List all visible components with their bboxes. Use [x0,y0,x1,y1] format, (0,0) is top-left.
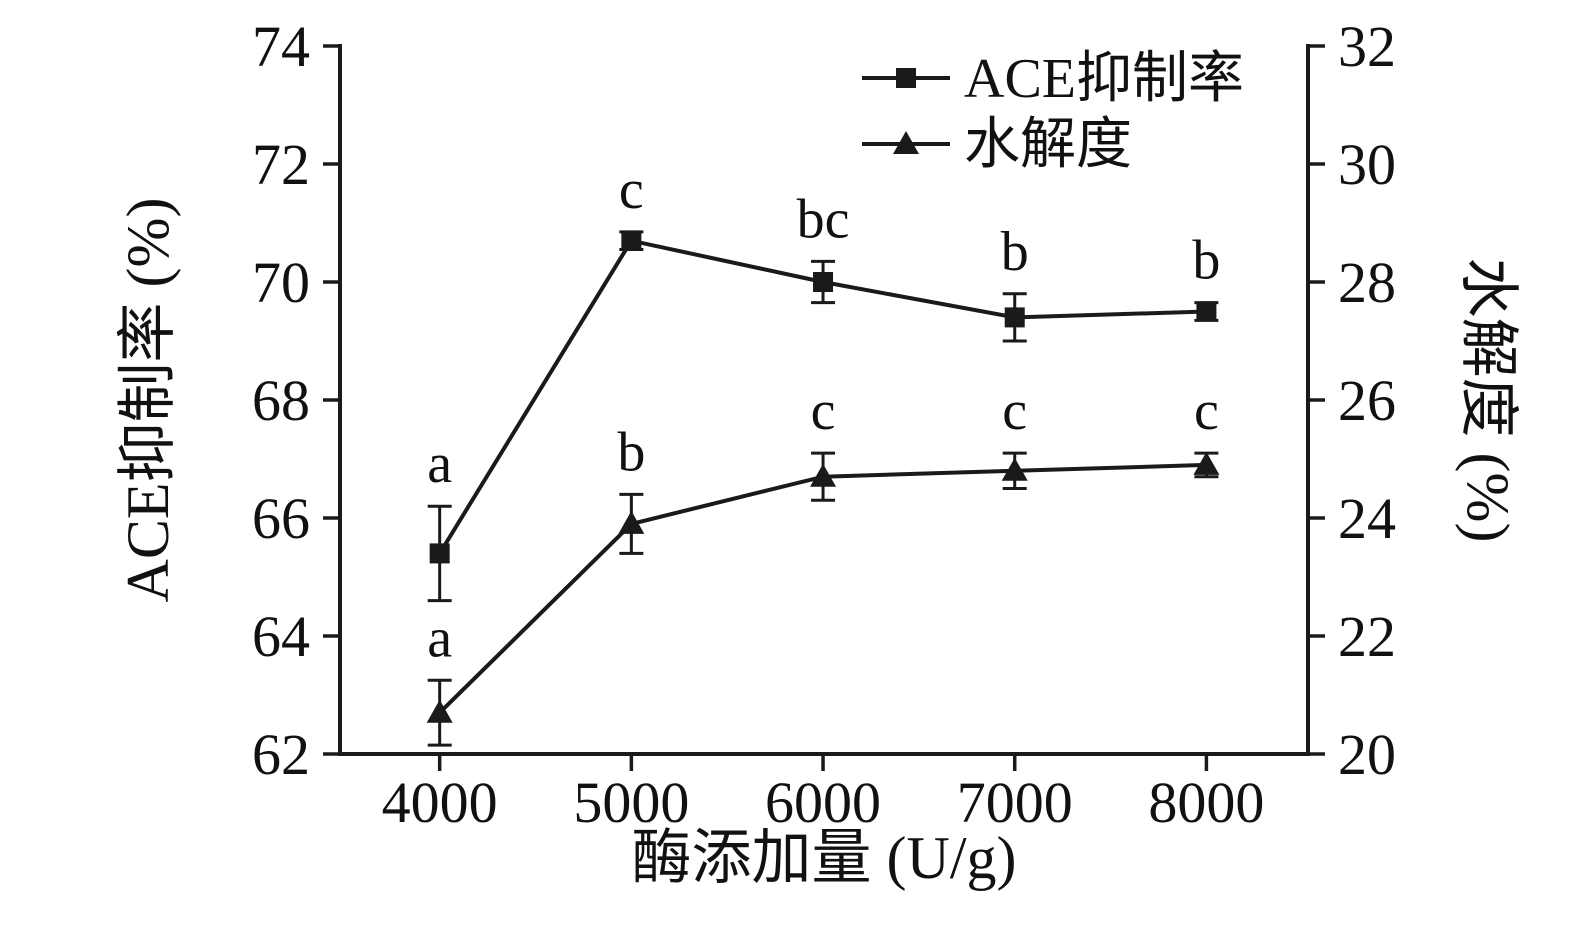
right-axis-tick-label: 22 [1338,604,1396,669]
significance-label: c [1194,380,1219,442]
triangle-marker [618,510,645,534]
x-axis-tick-label: 5000 [573,770,689,835]
left-axis-tick-label: 68 [252,368,310,433]
left-axis-tick-label: 64 [252,604,310,669]
left-axis-title: ACE抑制率 (%) [115,198,181,603]
legend-label: 水解度 [964,114,1132,176]
legend-label: ACE抑制率 [964,48,1244,110]
left-axis-tick-label: 72 [252,132,310,197]
significance-label: b [1001,221,1029,283]
right-axis-tick-label: 28 [1338,250,1396,315]
legend-square-marker [896,68,916,88]
left-axis-tick-label: 70 [252,250,310,315]
significance-label: c [1002,380,1027,442]
right-axis-tick-label: 20 [1338,722,1396,787]
x-axis-tick-label: 8000 [1148,770,1264,835]
x-axis-tick-label: 7000 [957,770,1073,835]
right-axis-tick-label: 26 [1338,368,1396,433]
triangle-marker [810,463,837,487]
significance-label: a [427,433,452,495]
x-axis-tick-label: 6000 [765,770,881,835]
significance-label: b [1192,230,1220,292]
significance-label: b [617,421,645,483]
square-marker [621,230,642,251]
significance-label: c [811,380,836,442]
significance-label: bc [797,188,850,250]
triangle-marker [1193,451,1220,475]
tick-labels: 62 64 66 68 70 72 74 20 22 24 26 28 30 32 4000 5000 6000… [252,16,1396,835]
triangle-marker [1001,457,1028,481]
tick-marks [323,44,1325,771]
left-axis-tick-label: 74 [252,16,310,79]
square-marker [813,272,834,292]
legend-triangle-marker [893,131,919,154]
significance-label: a [427,607,452,669]
series-ace-inhibition: ac bcb b [427,159,1220,603]
triangle-marker [426,699,453,723]
x-axis-tick-label: 4000 [382,770,498,835]
right-axis-title: 水解度 (%) [1455,258,1521,543]
series-hydrolysis: a b c c c [426,380,1220,747]
x-axis-title: 酶添加量 (U/g) [632,825,1017,891]
dual-axis-line-chart-figure: 62 64 66 68 70 72 74 20 22 24 26 28 30 32 4000 5000 6000… [40,16,1575,909]
left-axis-tick-label: 66 [252,486,310,551]
square-marker [429,543,450,564]
right-axis-tick-label: 30 [1338,132,1396,197]
legend-entry-hydrolysis: 水解度 [862,114,1132,176]
square-marker [1196,301,1217,322]
legend-entry-ace-inhibition: ACE抑制率 [862,48,1244,110]
ace-inhibition-hydrolysis-chart: 62 64 66 68 70 72 74 20 22 24 26 28 30 32 4000 5000 6000… [115,16,1521,891]
significance-label: c [619,159,644,221]
square-marker [1004,307,1025,328]
left-axis-tick-label: 62 [252,722,310,787]
right-axis-tick-label: 24 [1338,486,1396,551]
right-axis-tick-label: 32 [1338,16,1396,79]
